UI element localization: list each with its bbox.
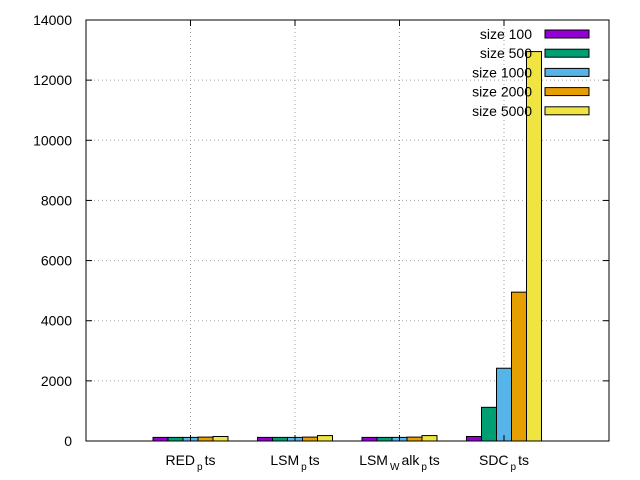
legend-swatch: [544, 48, 590, 58]
y-tick-label: 4000: [41, 313, 72, 329]
bar-size-5000-2: [421, 435, 438, 442]
legend-swatch: [544, 29, 590, 39]
plot-frame: [85, 19, 610, 442]
y-axis-ticks: 0 2000 4000 6000 8000 10000 12000 14000: [33, 12, 609, 449]
y-tick-label: 8000: [41, 192, 72, 208]
legend-label: size 2000: [472, 84, 532, 100]
bar-size-100-0: [152, 436, 169, 442]
x-tick-label: RED p ts: [165, 452, 215, 473]
bar-size-2000-1: [302, 436, 318, 442]
legend-swatch: [544, 106, 590, 116]
bar-size-1000-3: [496, 367, 512, 442]
legend-label: size 100: [480, 26, 532, 42]
y-tick-label: 0: [64, 433, 72, 449]
legend-swatch: [544, 67, 590, 77]
x-tick-label: SDC p ts: [479, 452, 529, 473]
bar-size-500-0: [167, 436, 184, 442]
bar-size-5000-0: [212, 435, 229, 442]
bar-size-100-2: [361, 436, 378, 442]
legend: size 100 size 500 size 1000 size 2000 size 5…: [472, 26, 590, 119]
y-tick-label: 12000: [33, 72, 72, 88]
legend-label: size 1000: [472, 64, 532, 80]
legend-label: size 500: [480, 45, 532, 61]
bars: [152, 51, 542, 442]
legend-swatch: [544, 87, 590, 97]
legend-label: size 5000: [472, 103, 532, 119]
bar-size-5000-1: [317, 435, 333, 442]
bar-size-2000-2: [406, 436, 423, 442]
bar-size-100-3: [466, 435, 482, 442]
bar-size-2000-3: [511, 291, 527, 442]
y-tick-label: 6000: [41, 253, 72, 269]
bar-size-100-1: [257, 436, 273, 442]
bar-size-500-3: [481, 406, 497, 442]
y-tick-label: 10000: [33, 132, 72, 148]
bar-size-500-1: [272, 436, 288, 442]
x-tick-label: LSM p ts: [270, 452, 319, 473]
bar-size-2000-0: [197, 436, 214, 442]
y-tick-label: 14000: [33, 12, 72, 28]
y-tick-label: 2000: [41, 373, 72, 389]
bar-size-500-2: [376, 436, 393, 442]
